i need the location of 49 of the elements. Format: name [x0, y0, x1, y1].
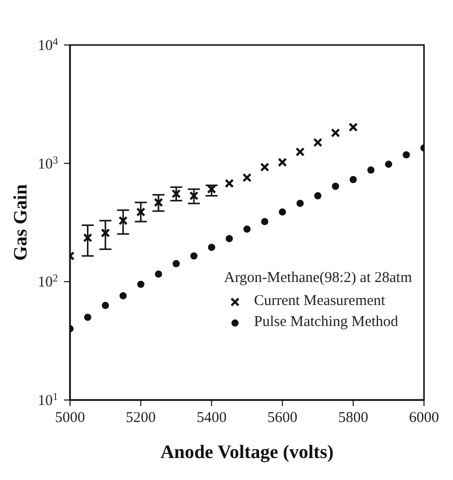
point [261, 218, 268, 226]
x-tick-label: 6000 [409, 410, 439, 426]
point [367, 166, 374, 174]
point [385, 160, 392, 168]
point [102, 302, 109, 310]
y-tick-label: 10$^{4}$ [38, 36, 59, 54]
point [137, 280, 144, 288]
point [190, 252, 198, 260]
x-axis-title: Anode Voltage (volts) [160, 442, 334, 463]
x-tick-label: 5800 [338, 410, 368, 426]
point [260, 162, 270, 172]
y-tick-label: 10$^{2}$ [38, 273, 58, 291]
point [296, 200, 304, 207]
point [313, 138, 322, 148]
point [154, 198, 164, 208]
legend-label: Pulse Matching Method [254, 314, 398, 331]
point [332, 182, 340, 190]
point [189, 191, 198, 200]
point [208, 244, 216, 251]
point [100, 228, 110, 238]
point [172, 189, 181, 198]
point [242, 173, 252, 182]
x-tick-label: 5600 [267, 410, 298, 426]
y-axis-title: Gas Gain [10, 184, 32, 261]
point [118, 216, 128, 226]
point [314, 192, 322, 200]
point [296, 147, 305, 156]
point [350, 176, 357, 184]
x-tick-label: 5000 [55, 410, 85, 426]
legend-label: Current Measurement [254, 293, 386, 310]
point [402, 151, 410, 158]
point [226, 235, 233, 242]
point [348, 122, 358, 132]
point [84, 314, 92, 321]
point [330, 128, 340, 138]
point [172, 260, 180, 268]
x-tick-label: 5200 [126, 410, 156, 426]
point [154, 270, 162, 278]
y-tick-label: 10$^{1}$ [38, 392, 58, 409]
x-tick-label: 5400 [196, 410, 227, 426]
point [120, 292, 127, 300]
point [83, 233, 92, 242]
point [243, 226, 251, 233]
point [278, 158, 287, 167]
point [278, 208, 286, 216]
point [224, 178, 234, 188]
point [136, 207, 146, 217]
y-tick-label: 10$^{3}$ [38, 154, 58, 172]
legend-title: Argon-Methane(98:2) at 28atm [224, 270, 412, 287]
